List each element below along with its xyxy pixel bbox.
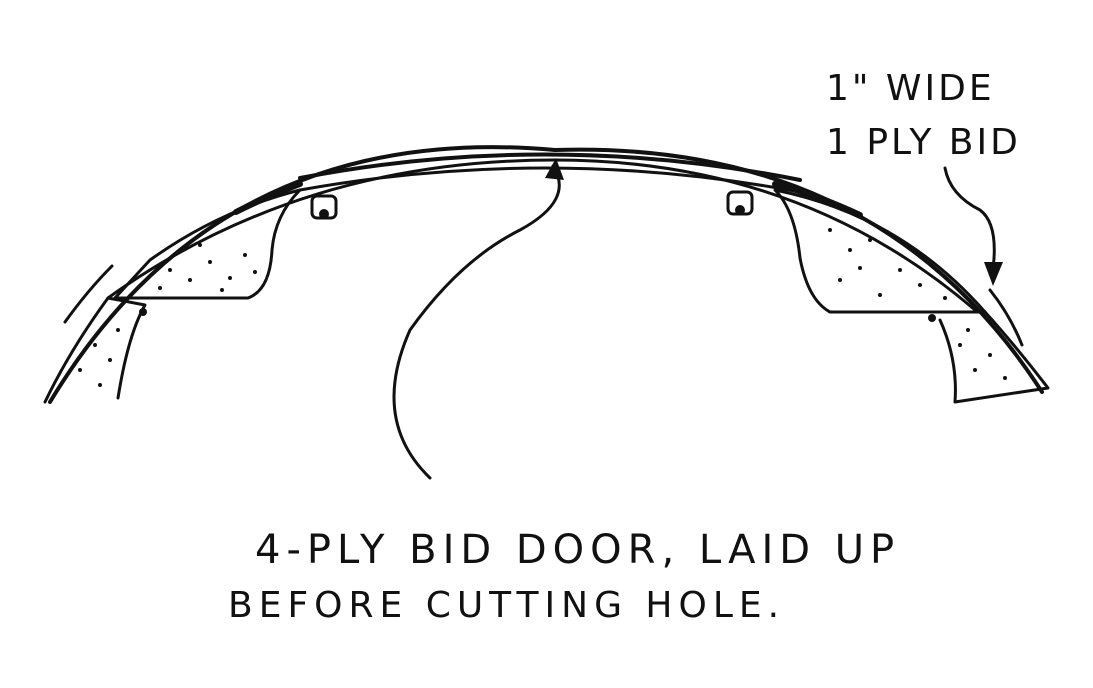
right-nub bbox=[726, 190, 754, 216]
door-laminate-inner bbox=[298, 166, 802, 194]
outer-skin-arc bbox=[48, 145, 1044, 404]
door-arrowhead bbox=[545, 158, 564, 180]
right-lower-flange bbox=[938, 310, 1050, 404]
right-rivet-dot bbox=[928, 314, 936, 322]
left-foam-core bbox=[113, 188, 302, 300]
left-nub bbox=[310, 194, 338, 220]
right-foam-core bbox=[773, 188, 987, 314]
strip-callout-line1: 1" WIDE bbox=[826, 68, 995, 109]
door-leader-line bbox=[392, 164, 561, 480]
inner-skin-arc bbox=[106, 158, 977, 312]
strip-right bbox=[772, 181, 863, 218]
left-rivet-dot bbox=[139, 308, 147, 316]
strip-callout: 1" WIDE 1 PLY BID bbox=[826, 62, 1021, 170]
strip-arrowhead bbox=[984, 262, 1003, 286]
left-edge-mark bbox=[63, 264, 114, 324]
door-callout-line2: BEFORE CUTTING HOLE. bbox=[228, 585, 786, 626]
strip-callout-line2: 1 PLY BID bbox=[826, 122, 1021, 163]
left-lower-flange bbox=[43, 296, 147, 404]
door-laminate-outer bbox=[298, 152, 802, 182]
door-callout-line1: 4-PLY BID DOOR, LAID UP bbox=[255, 527, 901, 573]
foam-stipple bbox=[78, 228, 1007, 387]
right-edge-mark bbox=[988, 288, 1024, 347]
strip-leader-line bbox=[943, 166, 996, 278]
